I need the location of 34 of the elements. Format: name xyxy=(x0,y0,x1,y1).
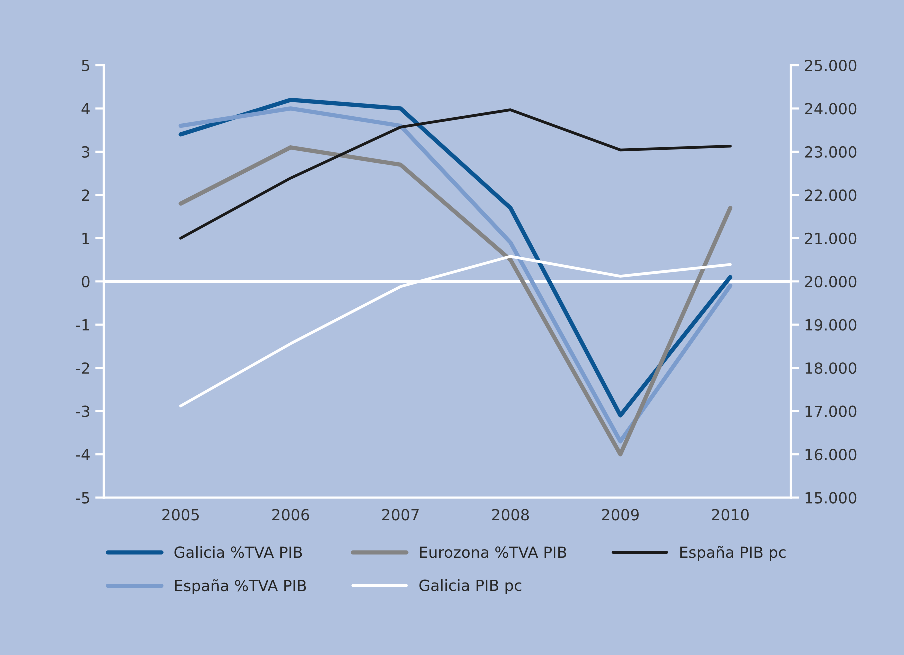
line-series xyxy=(180,108,732,240)
y-tick-label: -5 xyxy=(76,492,90,504)
x-tick-label: 2007 xyxy=(382,509,419,521)
y-tick-label: 5 xyxy=(82,60,90,72)
y2-tick-label: 21.000 xyxy=(805,232,857,244)
legend-label: Galicia PIB pc xyxy=(420,580,522,594)
y-tick-label: -4 xyxy=(76,449,90,460)
y-tick-label: 2 xyxy=(82,190,90,201)
y-tick-label: -3 xyxy=(76,406,90,418)
y-tick-label: 3 xyxy=(82,146,90,158)
y2-tick-label: 24.000 xyxy=(805,103,857,115)
y2-tick-label: 16.000 xyxy=(806,449,857,461)
x-tick-label: 2006 xyxy=(272,509,310,521)
y2-tick-label: 20.000 xyxy=(805,276,857,288)
y-tick-label: 0 xyxy=(82,276,90,288)
y2-tick-label: 18.000 xyxy=(806,362,857,374)
legend-label: Galicia %TVA PIB xyxy=(174,546,302,558)
legend-label: Eurozona %TVA PIB xyxy=(420,546,566,558)
y2-tick-label: 22.000 xyxy=(805,190,857,202)
x-tick-label: 2008 xyxy=(492,509,530,521)
y-tick-label: 4 xyxy=(82,103,90,115)
legend-label: España %TVA PIB xyxy=(175,580,306,595)
x-tick-label: 2009 xyxy=(602,509,639,521)
y2-tick-label: 25.000 xyxy=(805,60,857,72)
y2-tick-label: 23.000 xyxy=(805,146,857,158)
legend-label: España PIB pc xyxy=(680,546,786,562)
x-tick-label: 2010 xyxy=(712,509,749,521)
y2-tick-label: 17.000 xyxy=(806,406,857,418)
y-tick-label: -2 xyxy=(76,362,90,374)
y-tick-label: -1 xyxy=(76,320,90,331)
x-tick-label: 2005 xyxy=(162,509,200,521)
y-tick-label: 1 xyxy=(82,233,90,244)
y2-tick-label: 15.000 xyxy=(806,492,857,504)
y2-tick-label: 19.000 xyxy=(806,319,857,331)
